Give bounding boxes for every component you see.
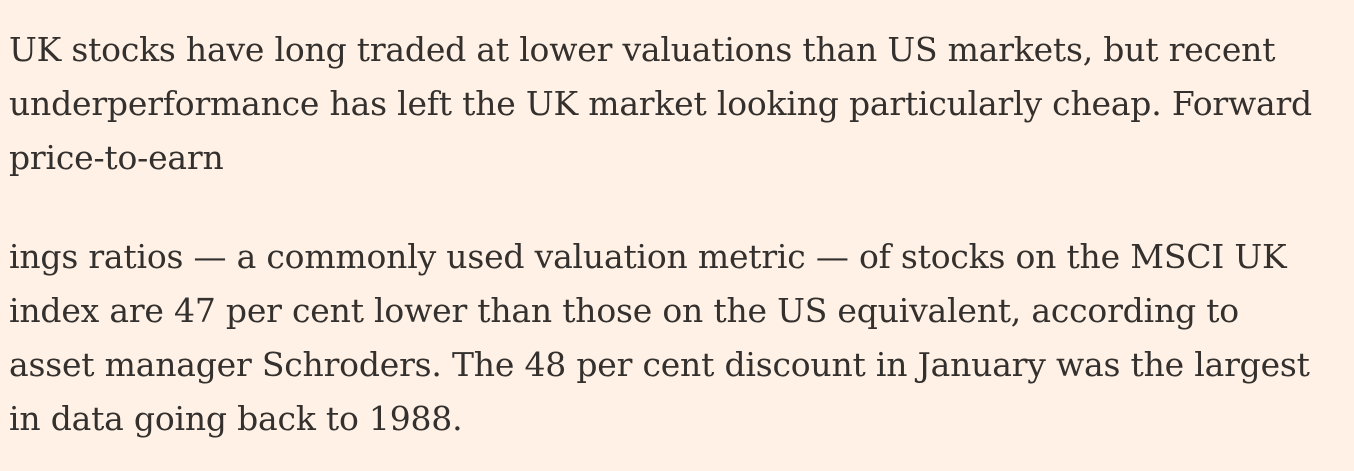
article-paragraph: ings ratios — a commonly used valuation … <box>9 237 1310 438</box>
article-body: UK stocks have long traded at lower valu… <box>9 23 1329 446</box>
article-paragraph: UK stocks have long traded at lower valu… <box>9 30 1312 177</box>
